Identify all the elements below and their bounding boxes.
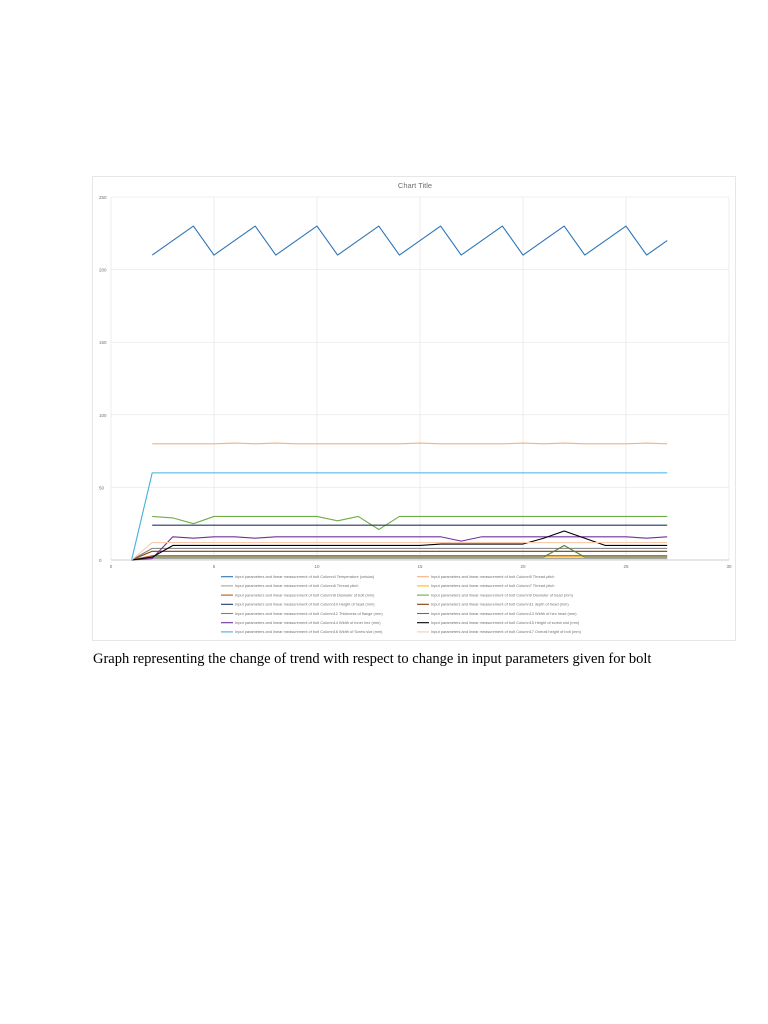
y-tick-label: 150: [99, 340, 107, 345]
legend-entry: Input parameters and linear measurement …: [417, 629, 582, 634]
series-line-11: [131, 536, 668, 561]
x-tick-label: 15: [417, 564, 423, 569]
y-tick-label: 250: [99, 195, 107, 200]
legend-label: Input parameters and linear measurement …: [235, 592, 375, 597]
legend-entry: Input parameters and linear measurement …: [221, 592, 375, 597]
legend-entry: Input parameters and linear measurement …: [221, 602, 375, 607]
grid: [110, 196, 730, 561]
series-line-14: [131, 542, 668, 561]
y-tick-label: 100: [99, 413, 107, 418]
legend-entry: Input parameters and linear measurement …: [221, 611, 383, 616]
x-tick-label: 5: [213, 564, 216, 569]
legend-label: Input parameters and linear measurement …: [235, 574, 375, 579]
legend-label: Input parameters and linear measurement …: [235, 602, 375, 607]
y-tick-label: 200: [99, 268, 107, 273]
x-tick-label: 30: [726, 564, 732, 569]
legend-entry: Input parameters and linear measurement …: [417, 611, 577, 616]
legend-label: Input parameters and linear measurement …: [431, 583, 554, 588]
legend-label: Input parameters and linear measurement …: [431, 602, 569, 607]
x-tick-label: 10: [314, 564, 320, 569]
chart-frame: Chart Title 0 50 100 150 200 250 0 5 10 15 20 25 30 …: [92, 176, 736, 641]
series-line-13: [131, 472, 668, 561]
legend-label: Input parameters and linear measurement …: [235, 583, 358, 588]
legend-entry: Input parameters and linear measurement …: [417, 602, 569, 607]
legend-entry: Input parameters and linear measurement …: [417, 574, 554, 579]
series-line-1: [151, 225, 668, 256]
x-tick-label: 25: [623, 564, 629, 569]
legend-label: Input parameters and linear measurement …: [235, 629, 383, 634]
legend-entry: Input parameters and linear measurement …: [417, 620, 580, 625]
chart-title: Chart Title: [398, 181, 432, 190]
legend-entry: Input parameters and linear measurement …: [221, 583, 358, 588]
legend-label: Input parameters and linear measurement …: [431, 611, 577, 616]
series-line-6: [152, 515, 668, 531]
series-line-2: [152, 442, 668, 445]
figure-caption: Graph representing the change of trend w…: [93, 651, 652, 667]
legend: Input parameters and linear measurement …: [221, 574, 582, 634]
legend-label: Input parameters and linear measurement …: [235, 620, 381, 625]
legend-label: Input parameters and linear measurement …: [235, 611, 383, 616]
series-line-12: [131, 530, 668, 561]
y-tick-label: 0: [99, 558, 102, 563]
x-tick-label: 20: [520, 564, 526, 569]
legend-entry: Input parameters and linear measurement …: [417, 592, 574, 597]
legend-label: Input parameters and linear measurement …: [431, 592, 574, 597]
x-tick-label: 0: [110, 564, 113, 569]
legend-entry: Input parameters and linear measurement …: [221, 620, 381, 625]
legend-entry: Input parameters and linear measurement …: [221, 574, 375, 579]
series-line-5: [131, 555, 668, 561]
legend-entry: Input parameters and linear measurement …: [221, 629, 383, 634]
legend-label: Input parameters and linear measurement …: [431, 620, 580, 625]
y-tick-label: 50: [99, 485, 105, 490]
series-line-10: [131, 544, 668, 561]
axes: 0 50 100 150 200 250 0 5 10 15 20 25 30: [99, 195, 732, 569]
legend-label: Input parameters and linear measurement …: [431, 629, 582, 634]
series-lines: [131, 225, 668, 561]
legend-label: Input parameters and linear measurement …: [431, 574, 554, 579]
legend-entry: Input parameters and linear measurement …: [417, 583, 554, 588]
